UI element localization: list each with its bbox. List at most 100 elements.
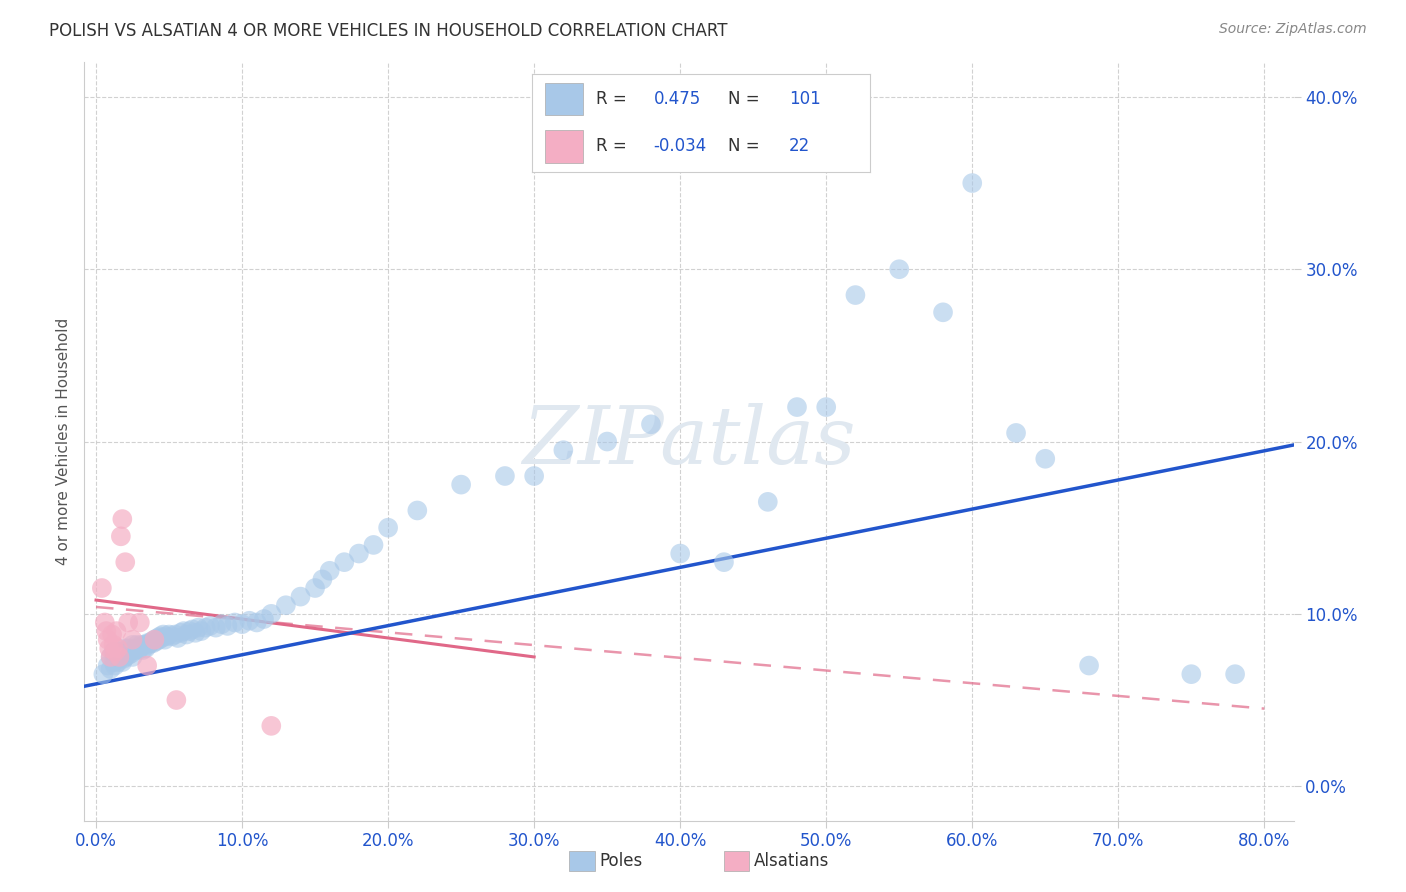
Point bbox=[224, 615, 246, 630]
Point bbox=[110, 648, 132, 663]
Point bbox=[124, 641, 146, 656]
Point bbox=[150, 631, 173, 645]
Point bbox=[181, 623, 204, 637]
Point bbox=[260, 719, 283, 733]
Text: POLISH VS ALSATIAN 4 OR MORE VEHICLES IN HOUSEHOLD CORRELATION CHART: POLISH VS ALSATIAN 4 OR MORE VEHICLES IN… bbox=[49, 22, 728, 40]
Point bbox=[100, 662, 122, 676]
Point bbox=[596, 434, 619, 449]
Point bbox=[127, 643, 149, 657]
Point bbox=[117, 615, 139, 630]
Point bbox=[122, 643, 145, 657]
Point bbox=[170, 625, 193, 640]
Point bbox=[96, 624, 118, 639]
Point bbox=[146, 631, 169, 645]
Point bbox=[844, 288, 866, 302]
Point bbox=[194, 621, 217, 635]
Point bbox=[246, 615, 269, 630]
Point bbox=[114, 641, 136, 656]
Text: Source: ZipAtlas.com: Source: ZipAtlas.com bbox=[1219, 22, 1367, 37]
Point bbox=[1005, 425, 1028, 440]
Point bbox=[136, 658, 159, 673]
Point bbox=[103, 638, 125, 652]
Point bbox=[160, 629, 183, 643]
Point bbox=[136, 636, 159, 650]
Point bbox=[960, 176, 983, 190]
Point bbox=[190, 624, 212, 639]
Point bbox=[112, 651, 135, 665]
Point bbox=[553, 443, 575, 458]
Point bbox=[125, 638, 148, 652]
Point bbox=[1223, 667, 1246, 681]
Point bbox=[889, 262, 911, 277]
Point bbox=[377, 521, 399, 535]
Point bbox=[173, 624, 195, 639]
Y-axis label: 4 or more Vehicles in Household: 4 or more Vehicles in Household bbox=[56, 318, 72, 566]
Point bbox=[756, 495, 779, 509]
Point bbox=[111, 645, 134, 659]
Point bbox=[1078, 658, 1101, 673]
Point bbox=[932, 305, 955, 319]
Point bbox=[145, 634, 167, 648]
Point bbox=[118, 645, 141, 659]
Point bbox=[198, 619, 221, 633]
Point bbox=[163, 627, 186, 641]
Point bbox=[107, 641, 129, 656]
Point bbox=[128, 615, 150, 630]
Point bbox=[231, 617, 253, 632]
Point bbox=[120, 647, 142, 661]
Text: ZIPatlas: ZIPatlas bbox=[522, 403, 856, 480]
Point bbox=[135, 641, 157, 656]
Point bbox=[143, 632, 166, 647]
Point bbox=[98, 641, 121, 656]
Point bbox=[110, 529, 132, 543]
Point bbox=[103, 655, 125, 669]
Point bbox=[107, 655, 129, 669]
Point bbox=[90, 581, 112, 595]
Point bbox=[333, 555, 356, 569]
Point bbox=[97, 632, 120, 647]
Point bbox=[304, 581, 326, 595]
Point bbox=[100, 649, 122, 664]
Point bbox=[117, 648, 139, 663]
Point bbox=[217, 619, 239, 633]
Point bbox=[134, 638, 156, 652]
Point bbox=[105, 624, 128, 639]
Point bbox=[121, 632, 143, 647]
Point bbox=[713, 555, 735, 569]
Point bbox=[290, 590, 312, 604]
Point bbox=[103, 645, 125, 659]
Point bbox=[1033, 451, 1056, 466]
Point bbox=[211, 617, 233, 632]
Point bbox=[143, 632, 166, 647]
Point bbox=[260, 607, 283, 621]
Point bbox=[347, 547, 370, 561]
Point bbox=[450, 477, 472, 491]
Point bbox=[815, 400, 838, 414]
Point bbox=[94, 615, 117, 630]
Point bbox=[187, 621, 209, 635]
Point bbox=[101, 627, 124, 641]
Point bbox=[1180, 667, 1202, 681]
Text: Alsatians: Alsatians bbox=[754, 852, 830, 870]
Point bbox=[166, 631, 188, 645]
Point bbox=[104, 645, 127, 659]
Point bbox=[176, 627, 198, 641]
Point bbox=[141, 634, 163, 648]
Point bbox=[363, 538, 385, 552]
Point bbox=[148, 632, 170, 647]
Point bbox=[640, 417, 662, 432]
Point bbox=[184, 625, 207, 640]
Point bbox=[97, 658, 120, 673]
Point bbox=[253, 612, 276, 626]
Point bbox=[153, 632, 176, 647]
Point bbox=[93, 667, 115, 681]
Point bbox=[131, 638, 153, 652]
Point bbox=[152, 627, 174, 641]
Point bbox=[100, 649, 122, 664]
Point bbox=[523, 469, 546, 483]
Point bbox=[274, 599, 297, 613]
Point bbox=[155, 629, 177, 643]
Point bbox=[111, 655, 134, 669]
Point bbox=[165, 693, 187, 707]
Text: Poles: Poles bbox=[599, 852, 643, 870]
